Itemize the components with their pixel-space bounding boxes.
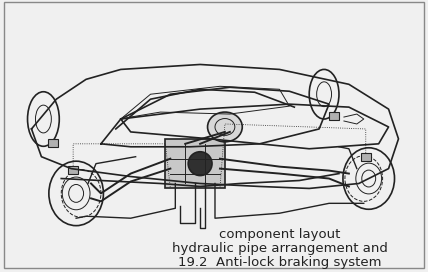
Bar bbox=[68, 166, 78, 174]
Text: component layout: component layout bbox=[219, 228, 340, 241]
Bar bbox=[165, 139, 225, 188]
Bar bbox=[361, 153, 371, 161]
Text: 19.2  Anti-lock braking system: 19.2 Anti-lock braking system bbox=[178, 256, 381, 269]
Ellipse shape bbox=[208, 112, 242, 142]
Text: hydraulic pipe arrangement and: hydraulic pipe arrangement and bbox=[172, 242, 387, 255]
Bar bbox=[48, 139, 58, 147]
Bar bbox=[329, 112, 339, 120]
Circle shape bbox=[188, 152, 212, 175]
